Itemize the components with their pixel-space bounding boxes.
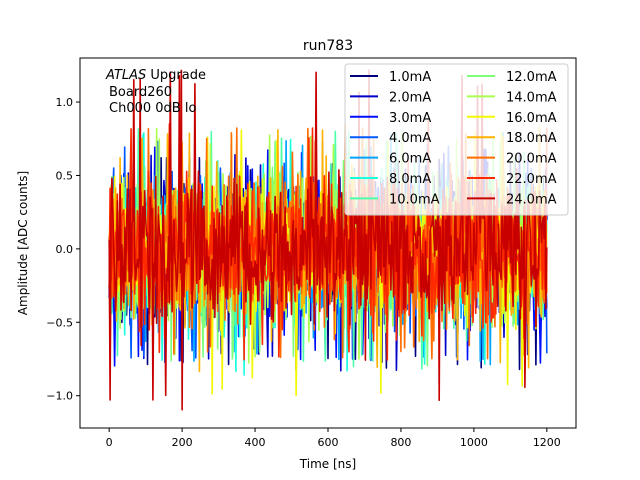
legend-label: 6.0mA — [389, 152, 431, 167]
x-axis: 0 200 400 600 800 1000 1200 — [106, 428, 561, 449]
x-tick-label: 800 — [390, 436, 411, 449]
x-tick-label: 1000 — [460, 436, 488, 449]
legend-label: 2.0mA — [389, 90, 431, 105]
y-axis: −1.0 −0.5 0.0 0.5 1.0 — [46, 96, 80, 403]
atlas-label: ATLAS — [105, 68, 146, 83]
x-tick-label: 200 — [172, 436, 193, 449]
legend-label: 16.0mA — [506, 111, 557, 126]
x-axis-label: Time [ns] — [299, 457, 356, 471]
y-tick-label: 0.0 — [56, 243, 74, 256]
y-tick-label: −0.5 — [46, 316, 73, 329]
atlas-annotation: ATLAS Upgrade Board260 Ch000 0dB lo — [105, 68, 206, 116]
legend-label: 3.0mA — [389, 111, 431, 126]
legend-label: 12.0mA — [506, 70, 557, 85]
upgrade-label: Upgrade — [146, 68, 206, 83]
board-label: Board260 — [109, 85, 172, 100]
chart-title: run783 — [303, 38, 353, 54]
x-tick-label: 0 — [106, 436, 113, 449]
y-tick-label: −1.0 — [46, 390, 73, 403]
x-tick-label: 600 — [318, 436, 339, 449]
channel-label: Ch000 0dB lo — [109, 101, 196, 116]
series-layer — [108, 69, 548, 411]
chart-legend: 1.0mA 2.0mA 3.0mA 4.0mA 6.0mA 8.0mA 10.0mA 12.0… — [344, 63, 569, 216]
legend-label: 1.0mA — [389, 70, 431, 85]
legend-label: 4.0mA — [389, 131, 431, 146]
legend-label: 14.0mA — [506, 90, 557, 105]
legend-label: 20.0mA — [506, 152, 557, 167]
legend-label: 10.0mA — [389, 192, 440, 207]
series-spike — [179, 69, 184, 411]
x-tick-label: 400 — [245, 436, 266, 449]
legend-label: 18.0mA — [506, 131, 557, 146]
legend-box — [344, 63, 569, 216]
y-tick-label: 0.5 — [56, 169, 74, 182]
y-axis-label: Amplitude [ADC counts] — [16, 171, 30, 315]
x-tick-label: 1200 — [533, 436, 561, 449]
y-tick-label: 1.0 — [56, 96, 74, 109]
legend-label: 22.0mA — [506, 172, 557, 187]
legend-label: 8.0mA — [389, 172, 431, 187]
svg-text:ATLAS Upgrade: ATLAS Upgrade — [105, 68, 206, 83]
legend-label: 24.0mA — [506, 192, 557, 207]
